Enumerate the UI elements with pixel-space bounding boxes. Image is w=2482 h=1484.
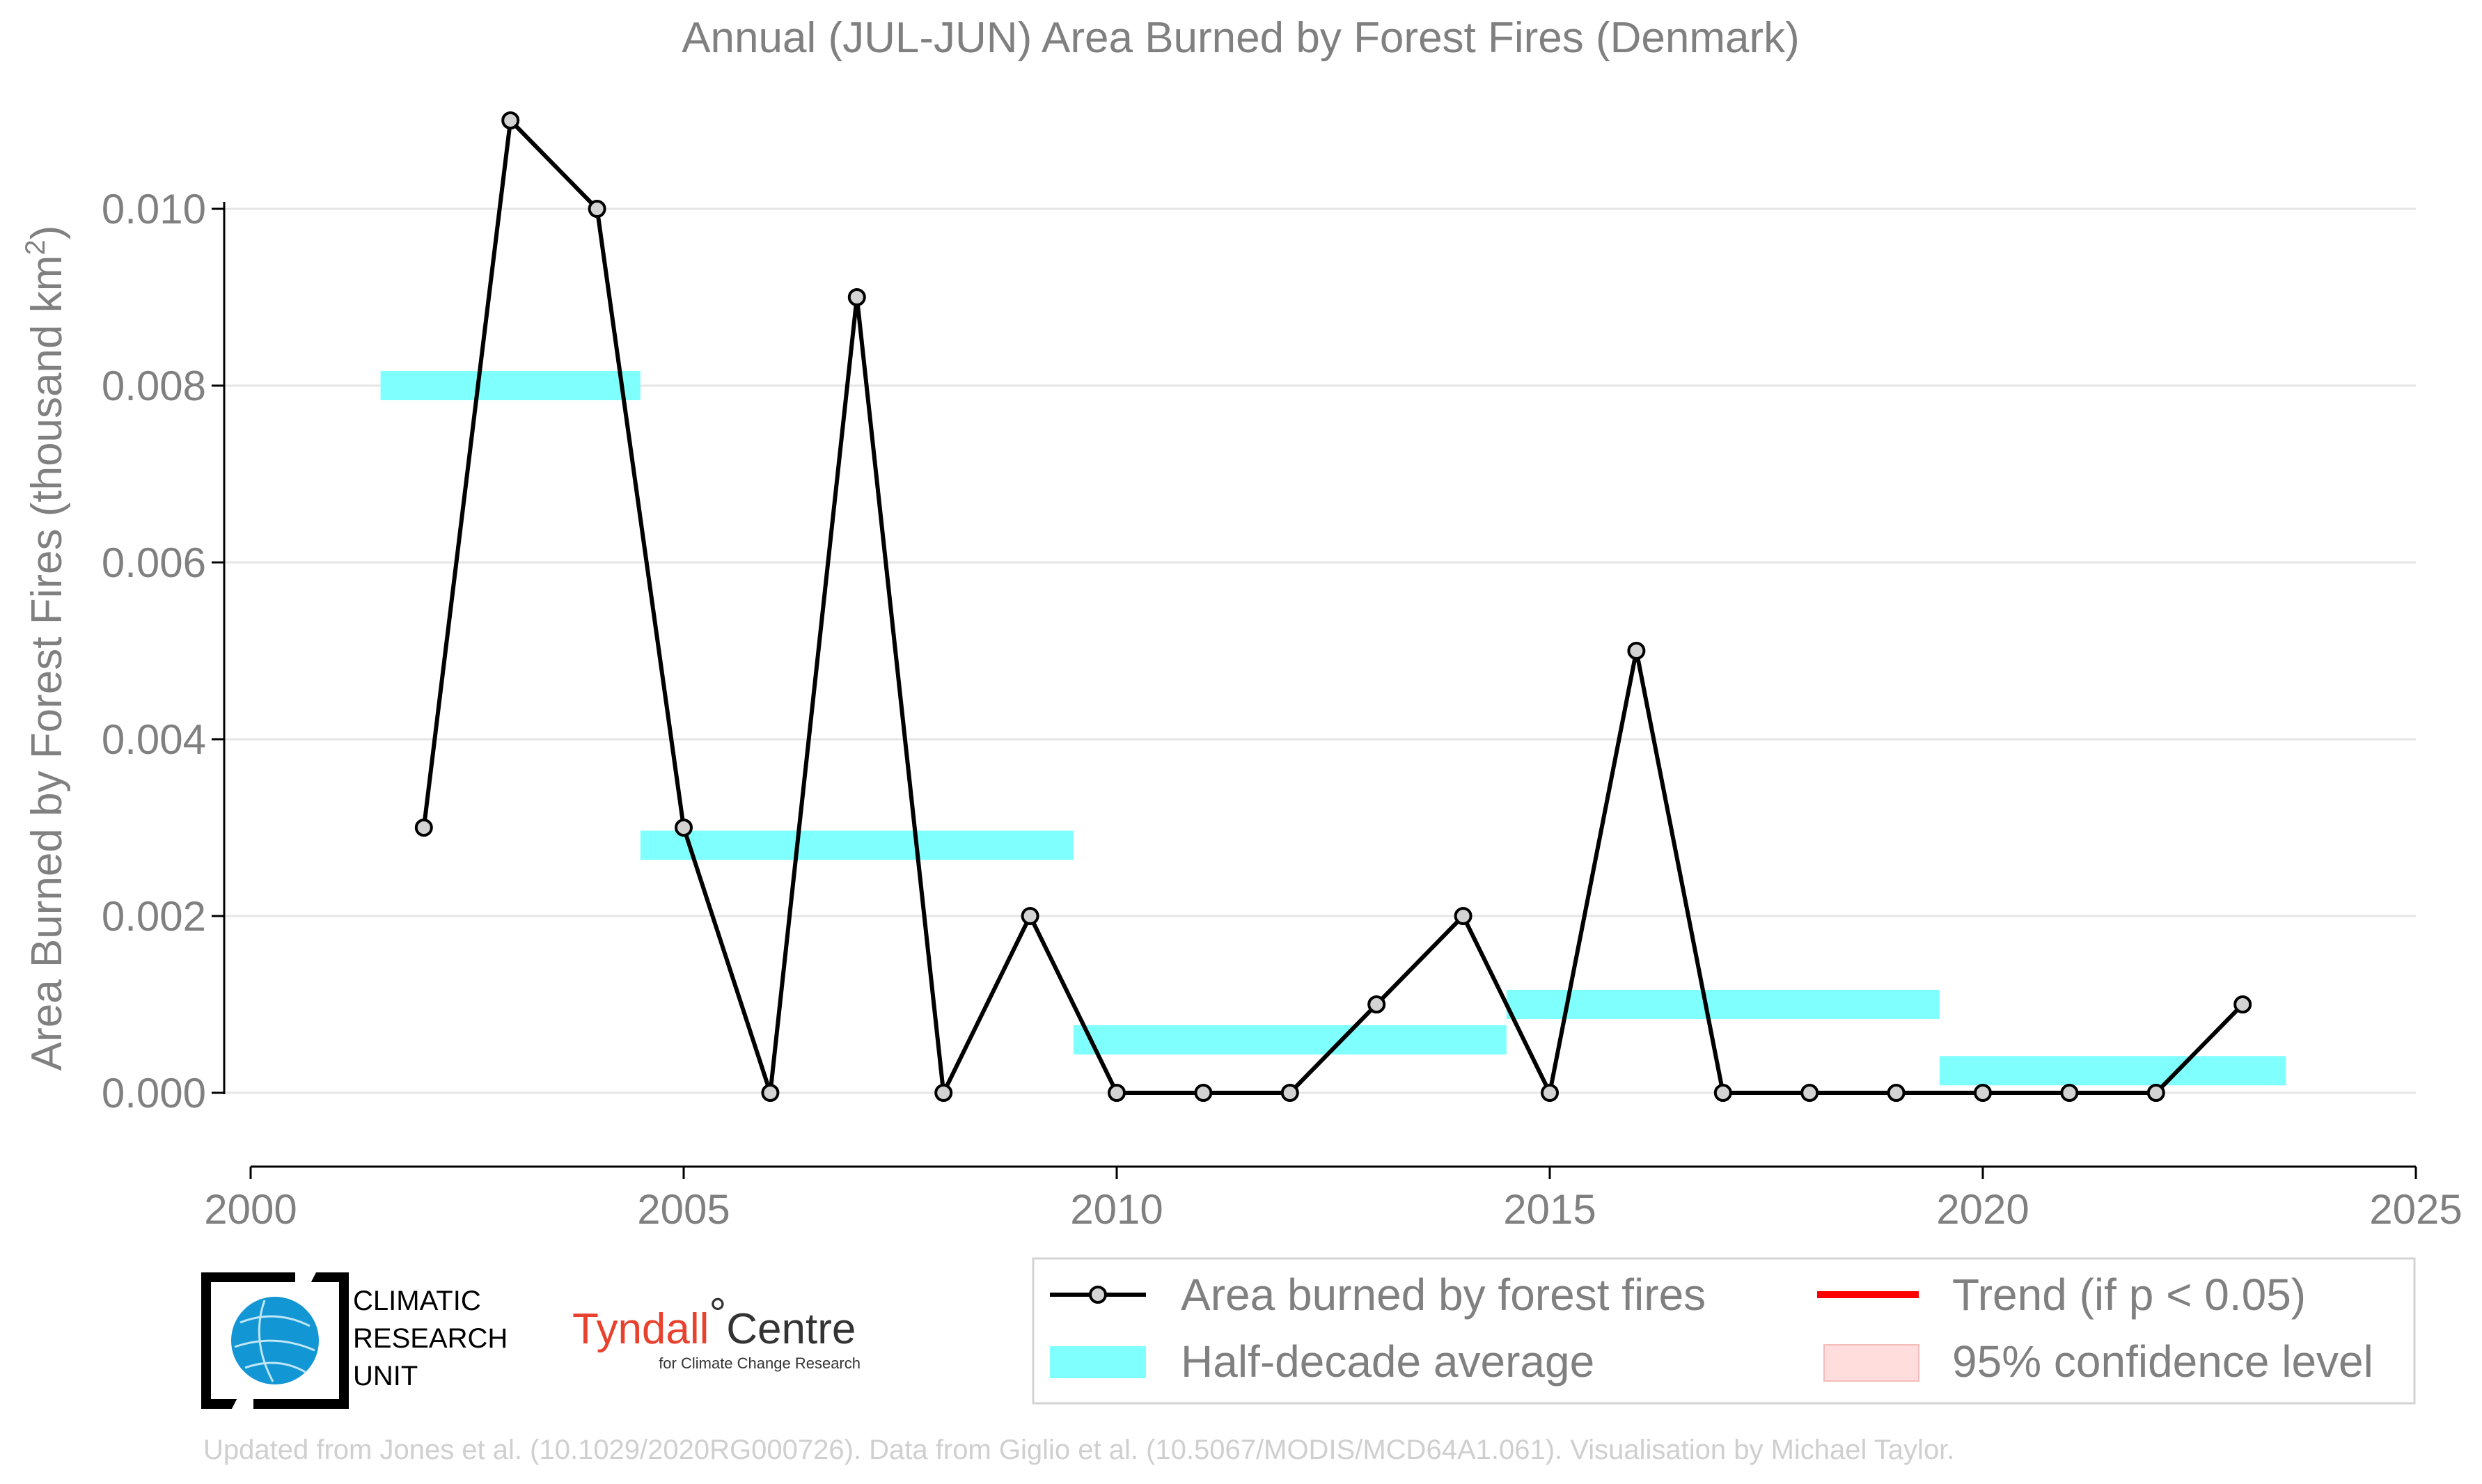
legend-label-half-decade: Half-decade average xyxy=(1181,1336,1594,1387)
data-point-2012 xyxy=(1280,1084,1299,1102)
y-axis-label-main: Area Burned by Forest Fires (thousand km xyxy=(23,255,71,1071)
y-tick-label-0: 0.000 xyxy=(102,1070,206,1116)
half-decade-bar-3 xyxy=(1506,990,1940,1019)
x-tick-label-3: 2015 xyxy=(1503,1186,1596,1233)
x-tick-label-4: 2020 xyxy=(1936,1186,2029,1233)
legend-label-area-burned: Area burned by forest fires xyxy=(1181,1270,1706,1320)
legend-swatch-half-decade xyxy=(1050,1346,1146,1378)
series-area-burned xyxy=(414,111,2252,1102)
data-point-2017 xyxy=(1713,1084,1732,1102)
data-point-2022 xyxy=(2146,1084,2165,1102)
data-point-2002 xyxy=(414,819,433,837)
half-decade-bar-4 xyxy=(1939,1056,2286,1086)
data-point-2011 xyxy=(1194,1084,1213,1102)
y-tick-label-1: 0.002 xyxy=(102,893,206,940)
grid-lines xyxy=(224,207,2416,1094)
data-point-2015 xyxy=(1541,1084,1559,1102)
data-point-2003 xyxy=(501,111,520,129)
chart-title: Annual (JUL-JUN) Area Burned by Forest F… xyxy=(682,14,1800,62)
data-point-2023 xyxy=(2233,995,2252,1013)
y-ticks: 0.000 0.002 0.004 0.006 0.008 0.010 xyxy=(102,186,224,1116)
data-point-2020 xyxy=(1974,1084,1992,1102)
x-ticks: 2000 2005 2010 2015 2020 2025 xyxy=(204,1167,2463,1233)
tyndall-degree: ° xyxy=(709,1290,726,1338)
data-point-2016 xyxy=(1627,642,1646,660)
cru-line-3: UNIT xyxy=(353,1361,418,1391)
cru-line-2: RESEARCH xyxy=(353,1323,508,1354)
half-decade-bar-1 xyxy=(640,830,1074,860)
y-tick-label-4: 0.008 xyxy=(102,363,206,409)
half-decade-bar-0 xyxy=(380,371,641,400)
legend-label-confidence: 95% confidence level xyxy=(1952,1336,2373,1387)
legend-swatch-confidence xyxy=(1823,1344,1919,1382)
legend-marker-area-burned xyxy=(1089,1286,1107,1304)
data-point-2007 xyxy=(847,288,866,306)
series-line-0 xyxy=(421,118,2245,1095)
y-axis-label: Area Burned by Forest Fires (thousand km… xyxy=(20,226,71,1071)
data-point-2013 xyxy=(1367,995,1386,1013)
half-decade-average-bands xyxy=(380,371,2286,1086)
cru-logo-frame xyxy=(201,1272,349,1409)
data-point-2014 xyxy=(1454,907,1472,925)
data-point-2004 xyxy=(588,200,606,218)
data-point-2010 xyxy=(1108,1084,1126,1102)
footer-credit: Updated from Jones et al. (10.1029/2020R… xyxy=(203,1435,1954,1465)
y-axis-label-close: ) xyxy=(23,226,71,240)
x-tick-label-2: 2010 xyxy=(1070,1186,1163,1233)
half-decade-bar-2 xyxy=(1073,1025,1507,1055)
legend: Area burned by forest fires Trend (if p … xyxy=(1032,1257,2416,1405)
y-tick-label-3: 0.006 xyxy=(102,539,206,586)
x-tick-label-0: 2000 xyxy=(204,1186,297,1233)
tyndall-logo: Tyndall°Centre for Climate Change Resear… xyxy=(572,1290,861,1372)
data-point-2021 xyxy=(2060,1084,2079,1102)
tyndall-word: Tyndall xyxy=(572,1305,709,1353)
tyndall-wordmark: Tyndall°Centre xyxy=(572,1290,856,1353)
legend-label-trend: Trend (if p < 0.05) xyxy=(1952,1270,2306,1320)
cru-logo: CLIMATIC RESEARCH UNIT xyxy=(201,1263,508,1416)
cru-line-1: CLIMATIC xyxy=(353,1286,481,1316)
data-point-2019 xyxy=(1887,1084,1906,1102)
y-tick-label-2: 0.004 xyxy=(102,716,206,763)
tyndall-centre: Centre xyxy=(726,1305,856,1353)
data-point-2009 xyxy=(1021,907,1039,925)
tyndall-subtitle: for Climate Change Research xyxy=(659,1355,861,1372)
data-point-2005 xyxy=(675,819,693,837)
x-tick-label-5: 2025 xyxy=(2369,1186,2462,1233)
y-tick-label-5: 0.010 xyxy=(102,186,206,232)
data-point-2018 xyxy=(1800,1084,1819,1102)
data-point-2008 xyxy=(934,1084,953,1102)
data-point-2006 xyxy=(761,1084,780,1102)
y-axis-label-sup: 2 xyxy=(20,239,51,255)
globe-icon-lines xyxy=(234,1300,315,1382)
legend-box xyxy=(1032,1257,2416,1405)
x-tick-label-1: 2005 xyxy=(637,1186,730,1233)
